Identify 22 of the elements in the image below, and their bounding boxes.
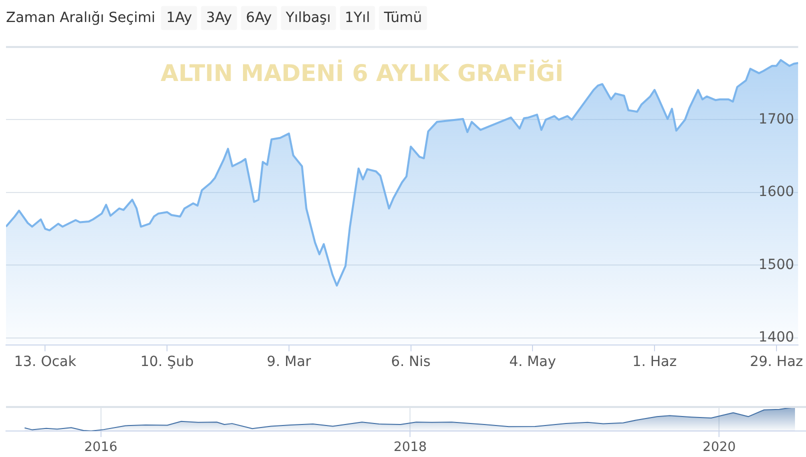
text: 6Ay bbox=[240, 6, 277, 30]
x-tick-label: 2018 bbox=[394, 440, 427, 456]
text: ALTIN MADENİ 6 AYLIK GRAFİĞİ bbox=[160, 58, 564, 87]
x-tick-label: 10. Şub bbox=[140, 354, 194, 370]
text: 3Ay bbox=[201, 6, 237, 30]
y-tick-label: 1400 bbox=[758, 330, 794, 346]
x-tick-label: 9. Mar bbox=[266, 354, 312, 370]
text: 1Ay bbox=[161, 6, 198, 30]
x-tick-label: 1. Haz bbox=[632, 354, 677, 370]
text: Yılbaşı bbox=[280, 6, 336, 30]
x-tick-label: 2020 bbox=[702, 440, 736, 456]
text: Zaman Aralığı Seçimi bbox=[6, 10, 156, 26]
x-tick-label: 4. May bbox=[509, 354, 556, 370]
y-tick-label: 1600 bbox=[758, 184, 794, 200]
text: Tümü bbox=[378, 6, 427, 30]
x-tick-label: 2016 bbox=[84, 440, 118, 456]
x-tick-label: 29. Haz bbox=[750, 354, 803, 370]
x-tick-label: 13. Ocak bbox=[14, 354, 78, 370]
text: 1Yıl bbox=[340, 6, 375, 30]
x-tick-label: 6. Nis bbox=[391, 354, 431, 370]
y-tick-label: 1700 bbox=[758, 111, 794, 128]
y-tick-label: 1500 bbox=[758, 256, 794, 273]
